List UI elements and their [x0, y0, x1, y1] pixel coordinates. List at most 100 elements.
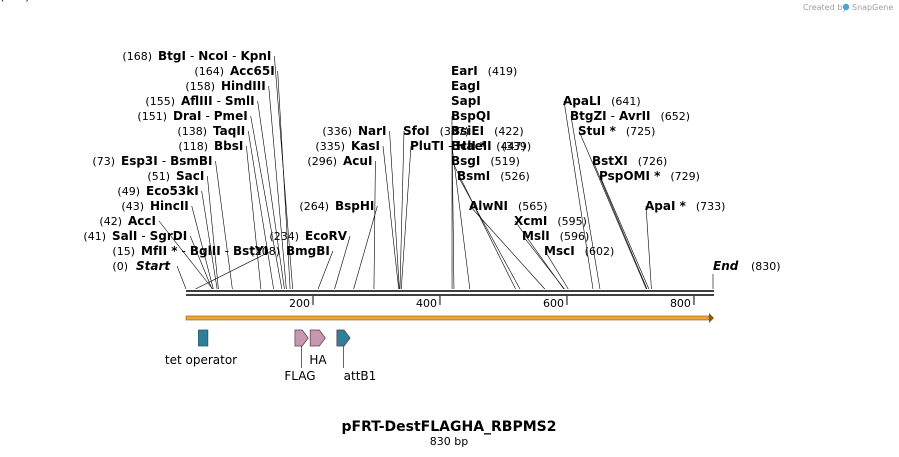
enzyme-site-bsiei[interactable]: BsiEI (422): [451, 124, 524, 138]
site-name-bbsi[interactable]: BbsI: [214, 139, 243, 153]
enzyme-site-bsphi[interactable]: (264) BspHI: [299, 199, 374, 213]
site-name-pspomi[interactable]: PspOMI *: [599, 169, 661, 183]
site-name-bsphi[interactable]: BspHI: [335, 199, 374, 213]
site-name-kpni[interactable]: KpnI: [240, 49, 271, 63]
site-name-econi[interactable]: EcoNI: [0, 0, 38, 3]
enzyme-site-drai[interactable]: (151) DraI - PmeI: [137, 109, 247, 123]
site-name-sgrdi[interactable]: SgrDI: [150, 229, 188, 243]
feature-arrow-icon[interactable]: [294, 329, 309, 347]
enzyme-site-pluti[interactable]: PluTI - HaeII (339): [410, 139, 531, 153]
site-name-acci[interactable]: AccI: [128, 214, 156, 228]
site-name-haeii[interactable]: HaeII: [456, 139, 491, 153]
enzyme-site-hincii[interactable]: (43) HincII: [121, 199, 188, 213]
site-name-avrii[interactable]: AvrII: [619, 109, 651, 123]
site-name-acc65i[interactable]: Acc65I: [230, 64, 275, 78]
enzyme-site-apali[interactable]: ApaLI (641): [563, 94, 641, 108]
enzyme-site-apai[interactable]: ApaI * (733): [645, 199, 725, 213]
site-name-mfii[interactable]: MfII *: [141, 244, 178, 258]
site-name-bspqi[interactable]: BspQI: [451, 109, 491, 123]
site-name-eari[interactable]: EarI: [451, 64, 478, 78]
enzyme-site-btgzi[interactable]: BtgZI - AvrII (652): [570, 109, 690, 123]
site-name-stui[interactable]: StuI *: [578, 124, 617, 138]
site-name-msci[interactable]: MscI: [544, 244, 575, 258]
enzyme-site-acci[interactable]: (42) AccI: [99, 214, 156, 228]
enzyme-site-saci[interactable]: (51) SacI: [147, 169, 204, 183]
enzyme-site-sfoi[interactable]: SfoI (337): [403, 124, 469, 138]
site-name-kasi[interactable]: KasI: [351, 139, 380, 153]
enzyme-site-pspomi[interactable]: PspOMI * (729): [599, 169, 700, 183]
enzyme-site-stui[interactable]: StuI * (725): [578, 124, 655, 138]
enzyme-site-taqii[interactable]: (138) TaqII: [177, 124, 245, 138]
site-name-taqii[interactable]: TaqII: [213, 124, 245, 138]
site-name-bstxi[interactable]: BstXI: [592, 154, 628, 168]
feature-attb1[interactable]: attB1: [336, 329, 376, 383]
site-name-acui[interactable]: AcuI: [343, 154, 372, 168]
site-name-drai[interactable]: DraI: [173, 109, 201, 123]
site-name-bmgbi[interactable]: BmgBI: [286, 244, 330, 258]
site-name-pluti[interactable]: PluTI: [410, 139, 444, 153]
enzyme-site-mfii[interactable]: (15) MfII * - BglII - BstYI: [112, 244, 268, 258]
orf-bar[interactable]: [185, 315, 710, 321]
feature-ha[interactable]: HA: [309, 329, 327, 367]
enzyme-site-bsmi[interactable]: BsmI (526): [457, 169, 530, 183]
site-leader-nari: [389, 130, 400, 290]
site-name-eagi[interactable]: EagI: [451, 79, 480, 93]
enzyme-site-afliii[interactable]: (155) AflIII - SmlI: [145, 94, 254, 108]
site-name-ncoi[interactable]: NcoI: [198, 49, 228, 63]
enzyme-site-kasi[interactable]: (335) KasI: [315, 139, 380, 153]
feature-arrow-icon[interactable]: [336, 329, 351, 347]
enzyme-site-msci[interactable]: MscI (602): [544, 244, 614, 258]
enzyme-site-hindiii[interactable]: (158) HindIII: [185, 79, 265, 93]
site-name-btgzi[interactable]: BtgZI: [570, 109, 607, 123]
site-name-pmei[interactable]: PmeI: [214, 109, 248, 123]
site-name-bsmbi[interactable]: BsmBI: [170, 154, 212, 168]
enzyme-site-btgi[interactable]: (168) BtgI - NcoI - KpnI: [122, 49, 271, 63]
site-name-alwni[interactable]: AlwNI: [469, 199, 508, 213]
enzyme-site-bmgbi[interactable]: (208) BmgBI: [250, 244, 329, 258]
site-name-hindiii[interactable]: HindIII: [221, 79, 266, 93]
site-name-eco53ki[interactable]: Eco53kI: [146, 184, 199, 198]
site-leader-bmgbi: [317, 250, 334, 290]
feature-arrow-icon[interactable]: [309, 329, 326, 347]
enzyme-site-bcli[interactable]: BclI * (447): [451, 139, 526, 153]
site-name-sapi[interactable]: SapI: [451, 94, 481, 108]
site-name-afliii[interactable]: AflIII: [181, 94, 213, 108]
enzyme-site-ecorv[interactable]: (234) EcoRV: [269, 229, 347, 243]
site-name-bstyi[interactable]: BstYI: [233, 244, 268, 258]
enzyme-site-nari[interactable]: (336) NarI: [322, 124, 386, 138]
enzyme-site-xcmi[interactable]: XcmI (595): [514, 214, 587, 228]
enzyme-site-bbsi[interactable]: (118) BbsI: [178, 139, 243, 153]
feature-shape[interactable]: [198, 329, 209, 347]
feature-tet-operator[interactable]: tet operator: [165, 329, 237, 367]
site-name-bsmi[interactable]: BsmI: [457, 169, 490, 183]
enzyme-site-bstxi[interactable]: BstXI (726): [592, 154, 667, 168]
site-name-smli[interactable]: SmlI: [225, 94, 255, 108]
site-name-ecorv[interactable]: EcoRV: [305, 229, 348, 243]
site-name-sali[interactable]: SalI: [112, 229, 137, 243]
site-name-bsiei[interactable]: BsiEI: [451, 124, 484, 138]
enzyme-site-econi[interactable]: EcoNI(344): [0, 0, 38, 3]
site-name-bglii[interactable]: BglII: [190, 244, 221, 258]
site-name-xcmi[interactable]: XcmI: [514, 214, 547, 228]
feature-flag[interactable]: FLAG: [284, 329, 316, 383]
site-name-nari[interactable]: NarI: [358, 124, 387, 138]
site-name-sfoi[interactable]: SfoI: [403, 124, 430, 138]
site-name-bsgi[interactable]: BsgI: [451, 154, 480, 168]
site-name-esp3i[interactable]: Esp3I: [121, 154, 158, 168]
site-name-hincii[interactable]: HincII: [150, 199, 189, 213]
site-name-saci[interactable]: SacI: [176, 169, 204, 183]
enzyme-site-eco53ki[interactable]: (49) Eco53kI: [117, 184, 198, 198]
enzyme-site-msli[interactable]: MslI (596): [522, 229, 589, 243]
enzyme-site-sali[interactable]: (41) SalI - SgrDI: [83, 229, 187, 243]
site-name-btgi[interactable]: BtgI: [158, 49, 186, 63]
enzyme-site-acui[interactable]: (296) AcuI: [307, 154, 372, 168]
site-name-bcli[interactable]: BclI *: [451, 139, 487, 153]
site-name-apai[interactable]: ApaI *: [645, 199, 687, 213]
site-name-msli[interactable]: MslI: [522, 229, 550, 243]
enzyme-site-acc65i[interactable]: (164) Acc65I: [194, 64, 274, 78]
site-name-apali[interactable]: ApaLI: [563, 94, 601, 108]
enzyme-site-bsgi[interactable]: BsgI (519): [451, 154, 520, 168]
enzyme-site-alwni[interactable]: AlwNI (565): [469, 199, 548, 213]
enzyme-site-esp3i[interactable]: (73) Esp3I - BsmBI: [92, 154, 212, 168]
